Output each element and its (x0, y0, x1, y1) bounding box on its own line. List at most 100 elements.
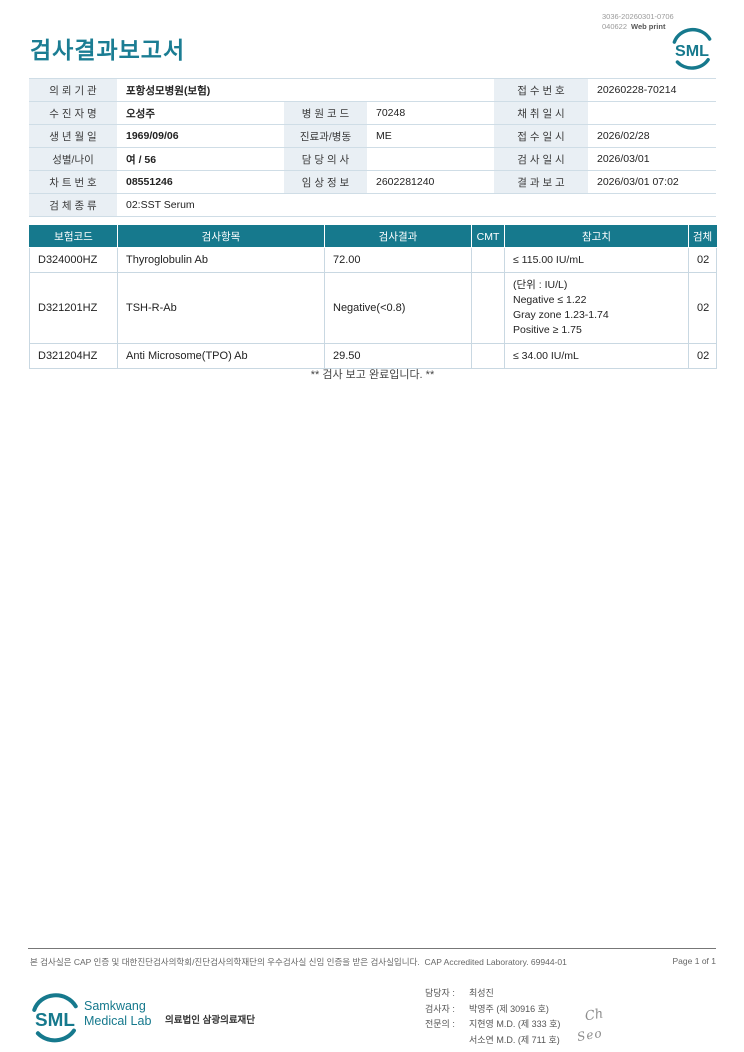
info-row-specimen: 검 체 종 류 02:SST Serum (29, 193, 716, 217)
chart-no-value: 08551246 (117, 170, 284, 194)
hospital-code-value: 70248 (367, 101, 494, 125)
test-date-value: 2026/03/01 (588, 147, 716, 171)
specialist-row-2: 서소연 M.D. (제 711 호) (425, 1033, 560, 1049)
collect-time-value (588, 101, 716, 125)
result-row: D324000HZ Thyroglobulin Ab 72.00 ≤ 115.0… (29, 247, 717, 273)
result-reference: ≤ 34.00 IU/mL (504, 343, 689, 369)
examiner-row: 검사자 : 박영주 (제 30916 호) (425, 1002, 560, 1018)
document-codes: 3036-20260301-0706 040622 Web print (602, 12, 712, 31)
specimen-value: 02:SST Serum (117, 193, 716, 217)
specialist-label: 전문의 : (425, 1019, 455, 1029)
result-reference: (단위 : IU/L) Negative ≤ 1.22 Gray zone 1.… (504, 272, 689, 344)
results-table: 보험코드 검사항목 검사결과 CMT 참고치 검체 D324000HZ Thyr… (29, 225, 717, 369)
result-code: D321201HZ (29, 272, 118, 344)
specialist-signature-2: Seo (575, 1025, 604, 1045)
info-row-name: 수 진 자 명 오성주 병 원 코 드 70248 채 취 일 시 (29, 101, 716, 125)
result-reference: ≤ 115.00 IU/mL (504, 247, 689, 273)
result-item: Thyroglobulin Ab (117, 247, 325, 273)
logo-text: SML (675, 42, 709, 60)
specialist-name-2: 서소연 M.D. (제 711 호) (469, 1034, 560, 1045)
result-value: 72.00 (324, 247, 472, 273)
footer-divider (28, 948, 716, 949)
result-item: Anti Microsome(TPO) Ab (117, 343, 325, 369)
organization-name: 의료법인 삼광의료재단 (165, 1015, 256, 1026)
dept-label: 진료과/병동 (284, 124, 367, 148)
request-org-label: 의 뢰 기 관 (29, 78, 117, 102)
page-title: 검사결과보고서 (30, 37, 186, 63)
examiner-name: 박영주 (제 30916 호) (469, 1003, 549, 1014)
patient-name-value: 오성주 (117, 101, 284, 125)
col-header-cmt: CMT (471, 225, 505, 248)
specialist-row-1: 전문의 : 지현영 M.D. (제 333 호) (425, 1017, 560, 1033)
result-specimen: 02 (688, 272, 717, 344)
patient-info-table: 의 뢰 기 관 포항성모병원(보험) 접 수 번 호 20260228-7021… (29, 78, 716, 217)
result-code: D324000HZ (29, 247, 118, 273)
sml-logo-icon: SML (28, 992, 82, 1049)
manager-label: 담당자 : (425, 988, 455, 998)
receipt-date-value: 2026/02/28 (588, 124, 716, 148)
col-header-code: 보험코드 (29, 225, 118, 248)
result-specimen: 02 (688, 247, 717, 273)
result-cmt (471, 247, 505, 273)
manager-row: 담당자 : 최성진 (425, 986, 560, 1002)
specialist-name-1: 지현영 M.D. (제 333 호) (469, 1019, 561, 1029)
doctor-value (367, 147, 494, 171)
specimen-label: 검 체 종 류 (29, 193, 117, 217)
document-code-number: 040622 (602, 21, 628, 31)
examiner-label: 검사자 : (425, 1003, 455, 1014)
specialist-signature-1: Ch (583, 1006, 605, 1025)
staff-signoff-block: 담당자 : 최성진 검사자 : 박영주 (제 30916 호) 전문의 : 지현… (425, 986, 560, 1048)
lab-brand-name: Samkwang Medical Lab (84, 999, 151, 1029)
brand-line2: Medical Lab (84, 1014, 152, 1028)
collect-time-label: 채 취 일 시 (494, 101, 588, 125)
sex-age-value: 여 / 56 (117, 147, 284, 171)
info-row-request: 의 뢰 기 관 포항성모병원(보험) 접 수 번 호 20260228-7021… (29, 78, 716, 102)
doctor-label: 담 당 의 사 (284, 147, 367, 171)
birth-value: 1969/09/06 (117, 124, 284, 148)
col-header-reference: 참고치 (504, 225, 689, 248)
report-complete-note: ** 검사 보고 완료입니다. ** (310, 369, 435, 381)
brand-line1: Samkwang (84, 999, 146, 1013)
lab-organization-info: 의료법인 삼광의료재단 06742 서울특별시 서초구 바우뫼로41길 57 삼… (165, 986, 368, 1052)
result-row: D321204HZ Anti Microsome(TPO) Ab 29.50 ≤… (29, 343, 717, 369)
print-mode-label: Web print (631, 21, 666, 31)
col-header-item: 검사항목 (117, 225, 325, 248)
document-code-line2: 040622 Web print (602, 22, 712, 32)
logo-text: SML (35, 1010, 75, 1031)
page-number: Page 1 of 1 (672, 956, 716, 966)
result-value: Negative(<0.8) (324, 272, 472, 344)
results-header-row: 보험코드 검사항목 검사결과 CMT 참고치 검체 (29, 225, 717, 248)
manager-name: 최성진 (469, 988, 494, 998)
test-date-label: 검 사 일 시 (494, 147, 588, 171)
receipt-date-label: 접 수 일 시 (494, 124, 588, 148)
document-code-line1: 3036-20260301-0706 (602, 12, 674, 21)
info-row-chart: 차 트 번 호 08551246 임 상 정 보 2602281240 결 과 … (29, 170, 716, 194)
chart-no-label: 차 트 번 호 (29, 170, 117, 194)
result-value: 29.50 (324, 343, 472, 369)
clinical-info-label: 임 상 정 보 (284, 170, 367, 194)
sml-logo-icon: SML (669, 27, 715, 76)
birth-label: 생 년 월 일 (29, 124, 117, 148)
receipt-no-value: 20260228-70214 (588, 78, 716, 102)
dept-value: ME (367, 124, 494, 148)
report-date-label: 결 과 보 고 (494, 170, 588, 194)
receipt-no-label: 접 수 번 호 (494, 78, 588, 102)
info-row-birth: 생 년 월 일 1969/09/06 진료과/병동 ME 접 수 일 시 202… (29, 124, 716, 148)
sex-age-label: 성별/나이 (29, 147, 117, 171)
result-code: D321204HZ (29, 343, 118, 369)
col-header-specimen: 검체 (688, 225, 717, 248)
cap-accreditation-note: 본 검사실은 CAP 인증 및 대한진단검사의학회/진단검사의학재단의 우수검사… (30, 957, 567, 967)
result-item: TSH-R-Ab (117, 272, 325, 344)
clinical-info-value: 2602281240 (367, 170, 494, 194)
info-row-sex: 성별/나이 여 / 56 담 당 의 사 검 사 일 시 2026/03/01 (29, 147, 716, 171)
hospital-code-label: 병 원 코 드 (284, 101, 367, 125)
result-specimen: 02 (688, 343, 717, 369)
col-header-result: 검사결과 (324, 225, 472, 248)
report-date-value: 2026/03/01 07:02 (588, 170, 716, 194)
patient-name-label: 수 진 자 명 (29, 101, 117, 125)
request-org-value: 포항성모병원(보험) (117, 78, 494, 102)
result-cmt (471, 343, 505, 369)
result-row: D321201HZ TSH-R-Ab Negative(<0.8) (단위 : … (29, 272, 717, 344)
result-cmt (471, 272, 505, 344)
